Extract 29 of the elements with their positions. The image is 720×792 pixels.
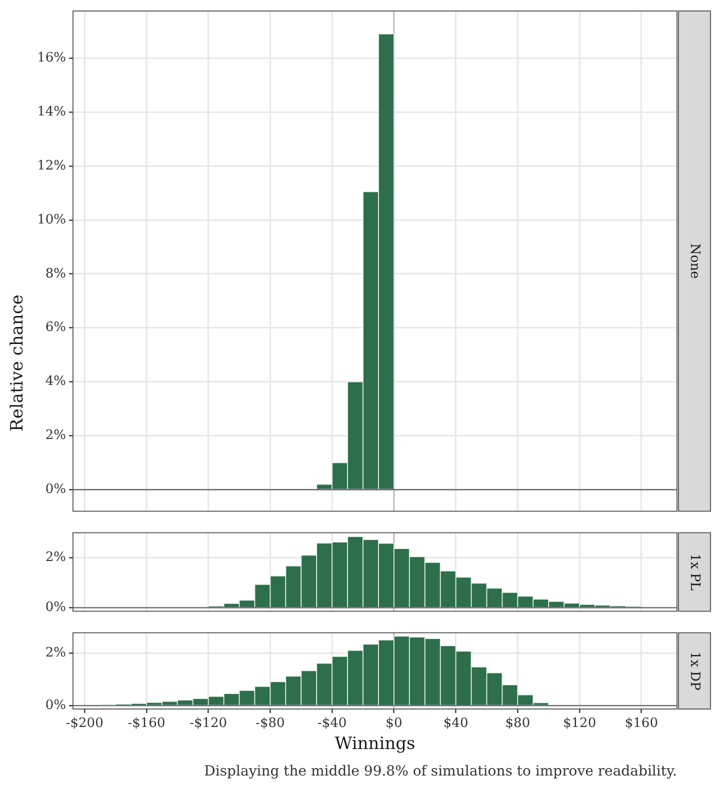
text: 1x DP [687,651,702,691]
y-tick-label: 2% [45,550,66,565]
y-tick-label: 4% [45,374,66,390]
x-tick-label: -$40 [317,716,347,732]
y-tick-label: 14% [37,104,66,120]
x-tick-label: -$120 [190,716,228,732]
y-tick-label: 2% [45,645,66,660]
y-tick-label: 0% [45,698,66,713]
x-tick-label: -$160 [128,716,166,732]
text: Displaying the middle 99.8% of simulations to improve readability. [204,764,677,780]
text: None [687,243,702,280]
x-tick-label: -$200 [66,716,104,732]
x-tick-label: $80 [505,716,530,732]
x-tick-label: $120 [563,716,596,732]
y-tick-label: 10% [37,212,66,228]
y-tick-label: 2% [45,428,66,444]
y-tick-label: 8% [45,266,66,282]
x-tick-label: $40 [443,716,468,732]
x-tick-label: -$80 [256,716,285,732]
y-tick-label: 6% [45,320,66,336]
x-tick-label: $0 [386,716,402,732]
x-tick-label: $160 [624,716,658,732]
y-tick-label: 0% [45,482,66,498]
y-tick-label: 12% [37,158,66,174]
x-axis-title: Winnings [334,734,416,754]
y-axis-title: Relative chance [7,294,28,432]
y-tick-label: 16% [37,50,66,66]
text: 1x PL [687,553,702,591]
y-tick-label: 0% [45,600,66,616]
